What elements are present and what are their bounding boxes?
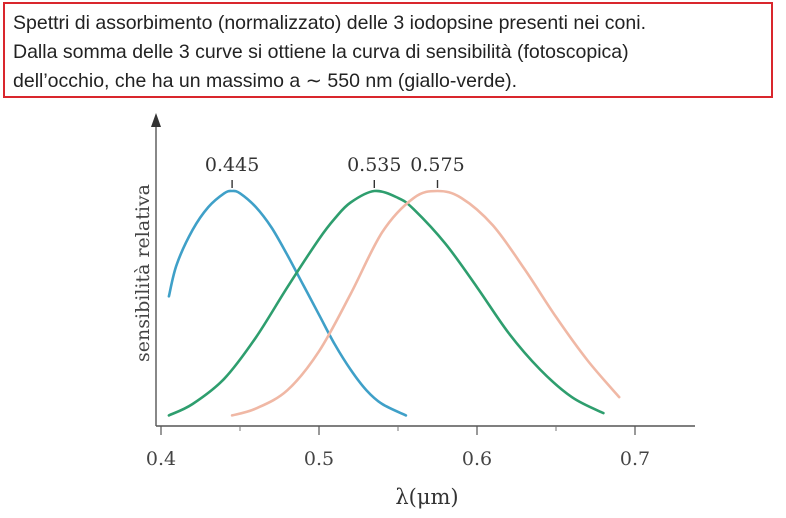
chart-axes — [151, 113, 695, 427]
x-tick-label-2: 0.6 — [462, 448, 492, 470]
series-line-2 — [230, 189, 621, 417]
x-tick-label-0: 0.4 — [146, 448, 176, 470]
peak-label-0: 0.445 — [205, 154, 259, 176]
peak-labels: 0.445 0.535 0.575 — [205, 154, 465, 188]
series-line-0 — [167, 189, 408, 417]
series-line-1 — [167, 189, 605, 417]
y-axis-arrow — [151, 113, 161, 127]
curves — [167, 189, 621, 417]
caption-line-3: dell’occhio, che ha un massimo a ∼ 550 n… — [13, 70, 518, 92]
x-ticks: 0.4 0.5 0.6 0.7 — [146, 426, 650, 470]
x-tick-label-1: 0.5 — [304, 448, 334, 470]
x-axis-label: λ(μm) — [395, 485, 458, 509]
caption-line-1: Spettri di assorbimento (normalizzato) d… — [13, 12, 646, 34]
caption-line-2: Dalla somma delle 3 curve si ottiene la … — [13, 41, 629, 63]
x-tick-label-3: 0.7 — [620, 448, 650, 470]
peak-label-1: 0.535 — [347, 154, 401, 176]
peak-label-2: 0.575 — [410, 154, 464, 176]
y-axis-label: sensibilità relativa — [132, 184, 154, 362]
caption-box: Spettri di assorbimento (normalizzato) d… — [3, 2, 773, 98]
